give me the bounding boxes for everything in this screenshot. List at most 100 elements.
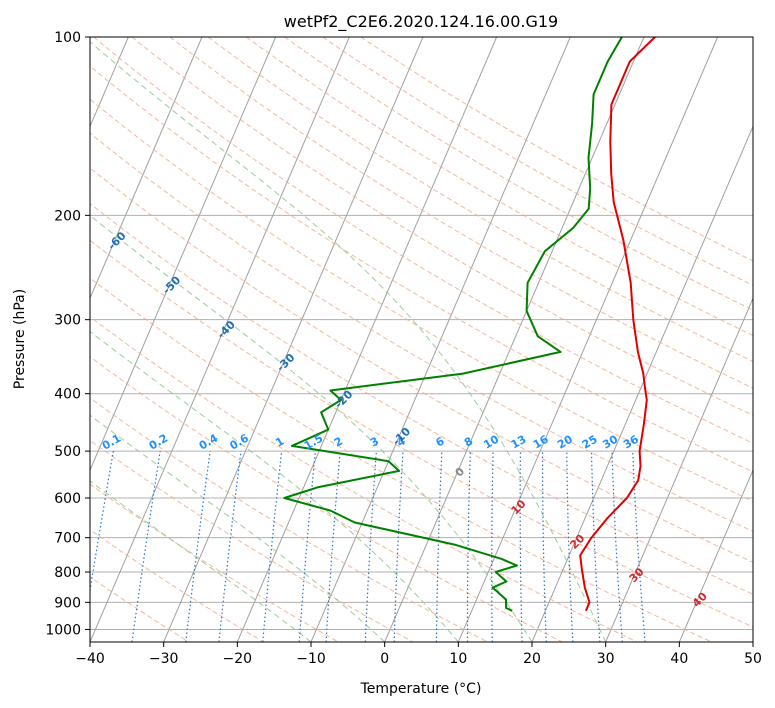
mixing-ratio-label: 0.1 [100, 432, 123, 453]
dry-adiabat-line [90, 65, 753, 473]
moist-adiabat-line [90, 330, 459, 642]
x-tick-label: 50 [744, 651, 762, 667]
dry-adiabat-line [90, 98, 753, 502]
isotherm-label: -80 [0, 140, 20, 163]
x-tick-label: −20 [223, 651, 253, 667]
y-tick-label: 100 [54, 30, 81, 46]
isotherm-line [90, 37, 277, 472]
dry-adiabat-line [207, 37, 753, 363]
mixing-ratio-line [466, 451, 471, 642]
isotherm-line [531, 125, 753, 642]
x-tick-label: 10 [449, 651, 467, 667]
axis-layer: −40 −30 −20 −10 0 10 20 30 40 5010020030040050060… [45, 30, 762, 667]
isotherm-label: -40 [215, 318, 238, 341]
dewpoint-profile-line [283, 37, 623, 612]
dry-adiabat-line [90, 529, 264, 642]
chart-title: wetPf2_C2E6.2020.124.16.00.G19 [284, 12, 558, 32]
isotherm-line [384, 37, 645, 642]
isotherm-line [163, 37, 424, 642]
dry-adiabat-line [90, 203, 753, 595]
isotherm-label: -50 [160, 273, 183, 296]
dry-adiabat-line [246, 37, 753, 337]
x-tick-label: 30 [597, 651, 615, 667]
dry-adiabat-line [90, 167, 753, 563]
isotherm-line [678, 468, 753, 642]
y-tick-label: 700 [54, 531, 81, 547]
y-tick-label: 400 [54, 387, 81, 403]
mixing-ratio-line [218, 451, 242, 642]
x-tick-label: −30 [149, 651, 179, 667]
grid-layer [90, 37, 753, 642]
isotherm-line [605, 296, 753, 642]
temperature-profile-line [579, 37, 656, 612]
x-tick-label: 40 [670, 651, 688, 667]
isotherm-label: 30 [627, 565, 647, 585]
isotherm-label: 10 [509, 497, 529, 517]
dry-adiabat-line [90, 239, 753, 628]
x-tick-label: 0 [380, 651, 389, 667]
mixing-ratio-label: 13 [509, 433, 529, 452]
dry-adiabat-line [169, 37, 753, 389]
isotherm-label: -70 [51, 185, 74, 208]
y-axis-title: Pressure (hPa) [12, 289, 28, 389]
dry-adiabat-line [90, 439, 414, 642]
dry-adiabat-line [93, 37, 753, 444]
isotherm-label: -30 [274, 351, 297, 374]
y-tick-label: 900 [54, 595, 81, 611]
mixing-ratio-line [491, 451, 494, 642]
mixing-ratio-line [611, 451, 623, 642]
mixing-ratio-label: 2 [332, 435, 345, 450]
y-tick-label: 1000 [45, 622, 81, 638]
dry-adiabat-line [322, 37, 753, 286]
mixing-ratio-line [298, 451, 316, 642]
moist-adiabat-line [90, 41, 607, 642]
isotherm-label: -60 [105, 229, 128, 252]
dry-adiabat-line [90, 397, 488, 642]
moist-adiabat-line [90, 414, 386, 642]
mixing-ratio-line [435, 451, 443, 642]
mixing-ratio-label: 0.2 [147, 432, 170, 453]
mixing-ratio-line [185, 451, 211, 642]
x-axis-title: Temperature (°C) [360, 681, 482, 697]
y-tick-label: 200 [54, 208, 81, 224]
mixing-ratio-label: 16 [531, 432, 551, 451]
mixing-ratio-label: 0.6 [228, 431, 252, 452]
isotherm-label: -10 [390, 425, 413, 448]
mixing-ratio-line [90, 450, 114, 595]
isotherm-line [236, 37, 498, 642]
y-tick-label: 800 [54, 565, 81, 581]
isotherm-label: -20 [332, 388, 355, 411]
isotherm-line [457, 37, 719, 642]
isotherm-line [90, 37, 203, 300]
mixing-ratio-line [262, 451, 283, 642]
mixing-ratio-label: 3 [368, 435, 381, 450]
dry-adiabat-line [90, 277, 712, 642]
y-tick-label: 300 [54, 313, 81, 329]
moist-adiabat-line [90, 214, 533, 642]
dry-adiabat-line [360, 37, 753, 262]
x-tick-label: −40 [75, 651, 105, 667]
dry-adiabat-line [90, 483, 339, 642]
x-tick-label: −10 [296, 651, 326, 667]
dry-adiabat-line [284, 37, 753, 311]
mixing-ratio-label: 36 [621, 432, 641, 451]
mixing-ratio-label: 6 [433, 434, 446, 449]
mixing-ratio-label: 1 [273, 435, 286, 450]
dry-adiabat-line [90, 132, 753, 532]
dry-adiabat-line [90, 576, 190, 642]
dry-adiabat-line [131, 37, 753, 416]
x-tick-label: 20 [523, 651, 541, 667]
plot-frame [89, 36, 754, 643]
series-layer [283, 37, 656, 612]
isotherm-label: 40 [690, 590, 710, 610]
moist-adiabat-line [90, 480, 312, 642]
mixing-ratio-line [131, 451, 161, 642]
mixing-ratio-label: 10 [481, 432, 501, 451]
mixing-ratio-label: 8 [462, 435, 475, 450]
mixing-ratio-label: 1.5 [302, 432, 325, 453]
y-tick-label: 500 [54, 444, 81, 460]
isotherm-line [90, 37, 350, 642]
y-tick-label: 600 [54, 491, 81, 507]
